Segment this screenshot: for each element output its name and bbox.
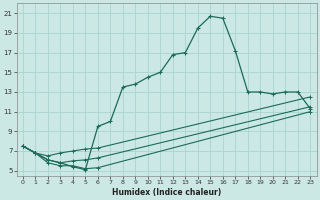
X-axis label: Humidex (Indice chaleur): Humidex (Indice chaleur) bbox=[112, 188, 221, 197]
